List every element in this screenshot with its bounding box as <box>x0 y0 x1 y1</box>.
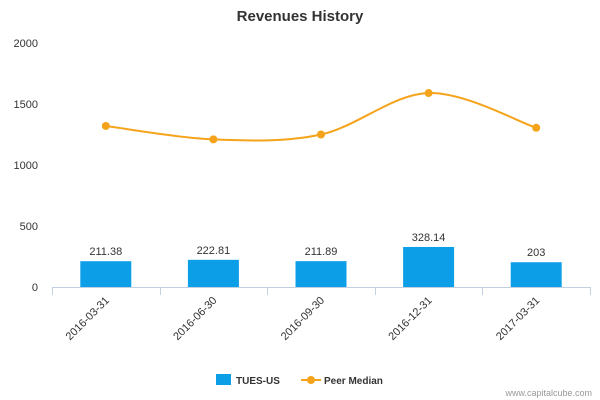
legend-label: Peer Median <box>324 376 383 387</box>
line-series <box>101 89 541 144</box>
y-tick-label: 1000 <box>14 160 38 172</box>
legend-item-line[interactable]: Peer Median <box>301 376 383 387</box>
bar-data-label: 211.89 <box>305 246 338 258</box>
peer-median-point[interactable] <box>424 89 433 98</box>
bar[interactable] <box>403 246 455 287</box>
y-tick-label: 2000 <box>14 38 38 50</box>
legend-label: TUES-US <box>236 376 280 387</box>
legend[interactable]: TUES-US Peer Median <box>216 374 383 387</box>
bar[interactable] <box>80 261 132 287</box>
x-tick-label: 2016-03-31 <box>64 295 112 343</box>
bar-data-label: 222.81 <box>197 245 231 257</box>
bar-data-label: 203 <box>527 247 545 259</box>
peer-median-point[interactable] <box>317 130 325 139</box>
bar-data-label: 328.14 <box>412 232 446 244</box>
y-tick-label: 0 <box>32 282 38 294</box>
x-tick-label: 2016-12-31 <box>386 295 434 343</box>
bar[interactable] <box>187 259 239 287</box>
legend-swatch-marker <box>307 376 315 384</box>
bar-series: 211.38 222.81 211.89 328.14 203 <box>80 232 562 287</box>
peer-median-point[interactable] <box>101 121 110 130</box>
y-tick-label: 1500 <box>14 99 38 111</box>
x-tick-label: 2017-03-31 <box>494 295 542 343</box>
peer-median-point[interactable] <box>532 123 541 132</box>
y-tick-label: 500 <box>20 221 38 233</box>
x-tick-label: 2016-06-30 <box>171 295 219 343</box>
x-axis: 2016-03-31 2016-06-30 2016-09-30 2016-12-31… <box>52 287 591 343</box>
legend-item-bar[interactable]: TUES-US <box>216 374 280 387</box>
peer-median-point[interactable] <box>209 135 218 144</box>
bar-data-label: 211.38 <box>89 246 122 258</box>
x-tick-label: 2016-09-30 <box>279 295 327 343</box>
credit-text: www.capitalcube.com <box>504 388 592 398</box>
bar[interactable] <box>510 262 562 287</box>
y-axis: 0 500 1000 1500 2000 <box>14 38 38 294</box>
legend-swatch-bar <box>216 374 231 385</box>
chart-title: Revenues History <box>237 8 364 25</box>
bar[interactable] <box>295 261 347 287</box>
